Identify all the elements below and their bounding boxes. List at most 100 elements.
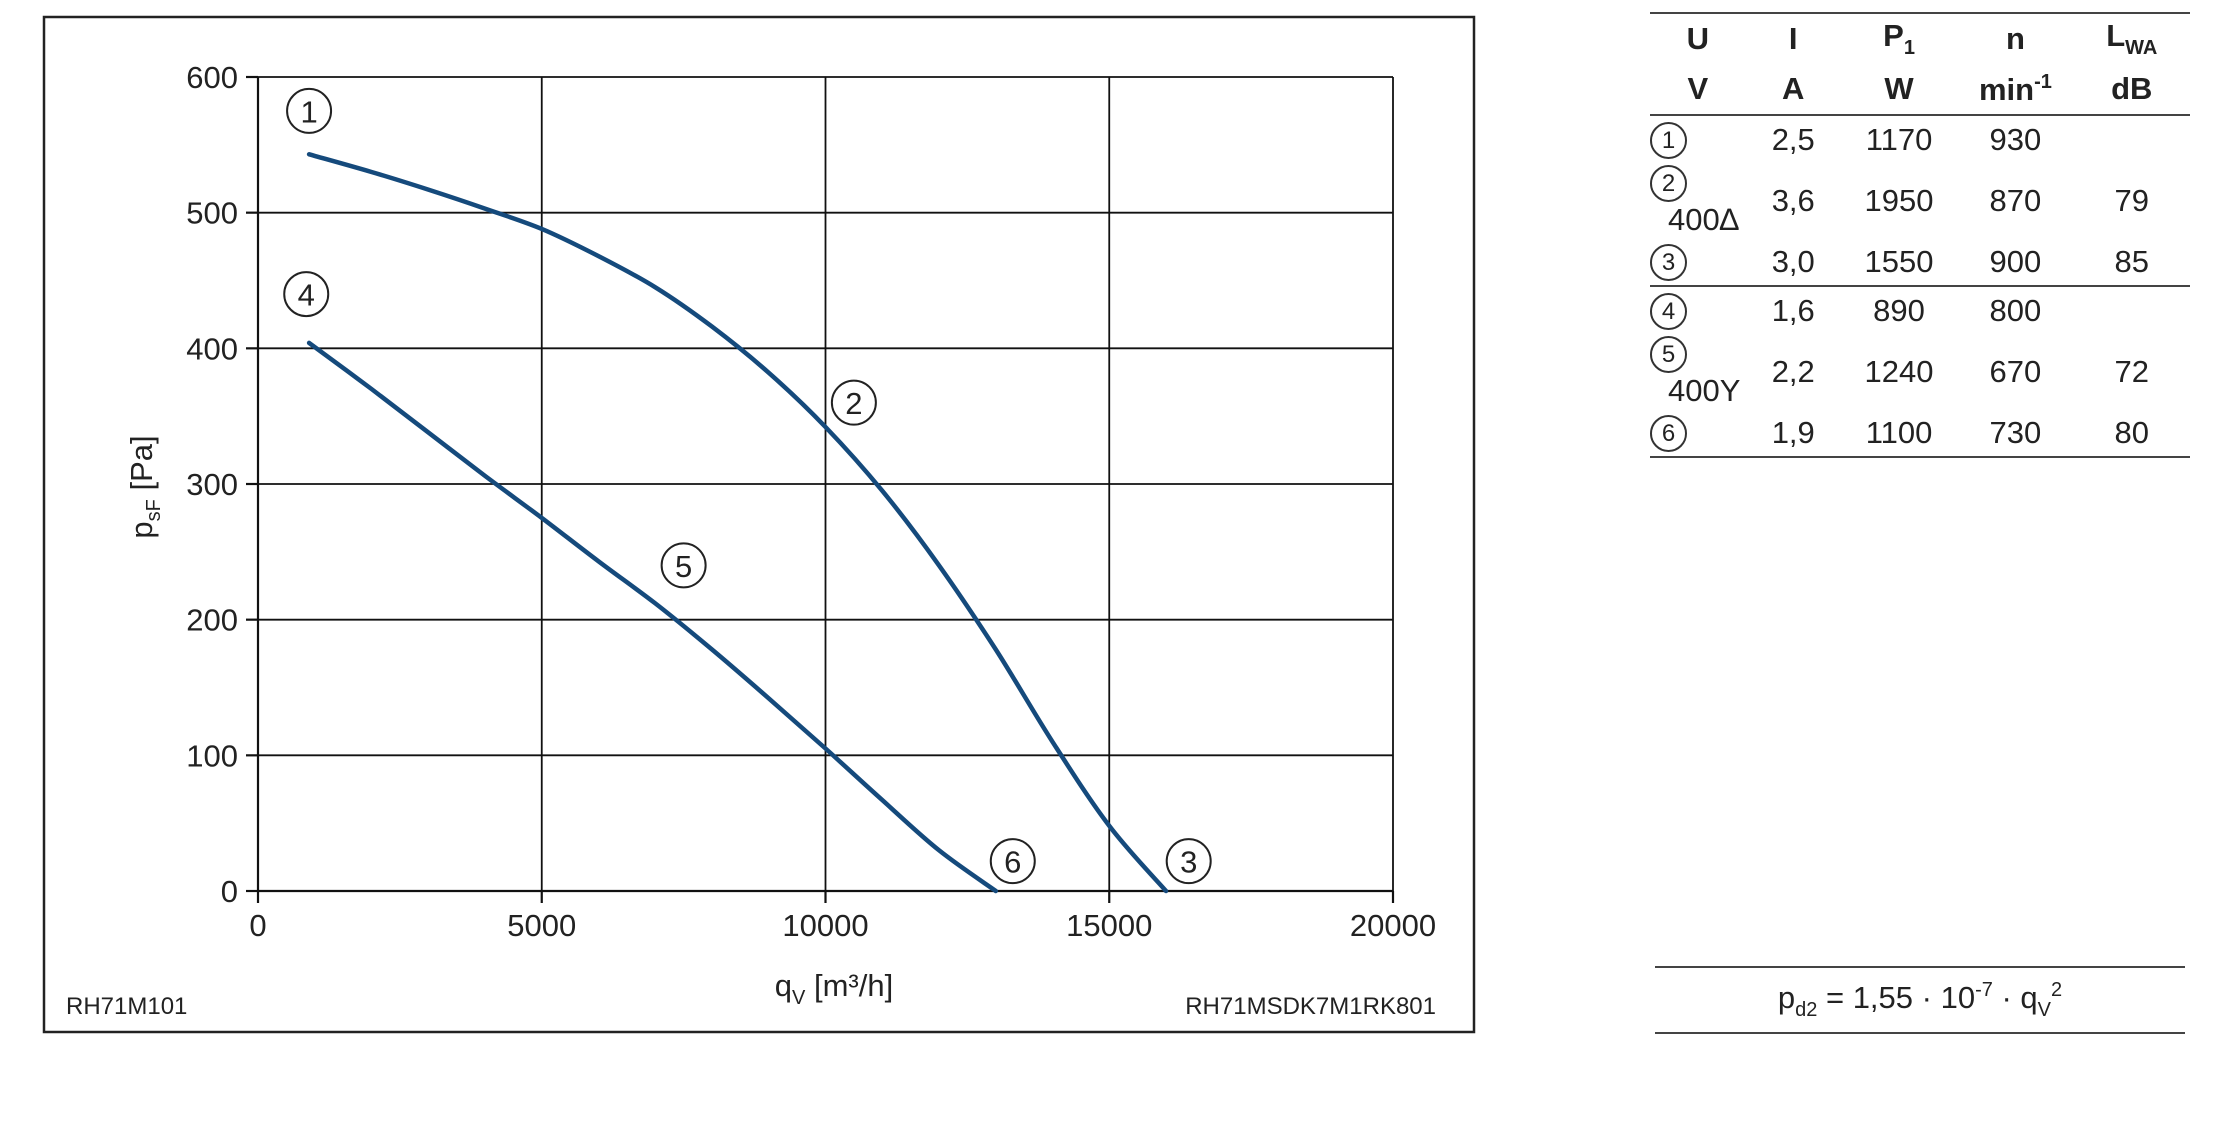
row-marker-icon: 4 — [1650, 293, 1687, 330]
cell-sound — [2074, 115, 2190, 163]
chart-code-right: RH71MSDK7M1RK801 — [1185, 993, 1436, 1020]
marker-label: 5 — [675, 549, 692, 584]
curve-marker: 2 — [830, 379, 877, 426]
x-tick-label: 0 — [249, 908, 266, 943]
header-l: LWA — [2073, 12, 2190, 64]
series-line-2 — [306, 340, 999, 894]
cell-speed: 870 — [1989, 182, 2042, 218]
curve-marker: 6 — [989, 838, 1036, 885]
table-row: 5400Y 2,2 1240 670 72 — [1650, 334, 2190, 409]
cell-voltage: 2400∆ — [1650, 163, 1746, 238]
cell-power: 1100 — [1840, 409, 1958, 458]
curve-marker: 3 — [1165, 838, 1212, 885]
marker-circle-icon — [283, 271, 330, 318]
marker-label: 2 — [845, 386, 862, 421]
row-marker-icon: 3 — [1650, 244, 1687, 281]
cell-sound: 79 — [2114, 182, 2150, 218]
cell-power: 1550 — [1840, 238, 1958, 287]
cell-voltage: 6 — [1650, 409, 1746, 458]
chart-axes: 0 100 200 300 400 500 600 0 5000 10000 15000 20000 — [186, 60, 1436, 943]
marker-circle-icon — [660, 542, 707, 589]
unit-v: V — [1650, 64, 1746, 116]
cell-speed: 800 — [1989, 292, 2042, 328]
cell-speed: 930 — [1989, 121, 2042, 157]
chart-markers: 1 2 3 4 5 6 — [283, 87, 1212, 885]
marker-circle-icon — [830, 379, 877, 426]
y-tick-label: 500 — [186, 196, 238, 231]
cell-power: 890 — [1873, 292, 1925, 328]
header-n: n — [1957, 12, 2074, 64]
x-tick-label: 5000 — [507, 908, 576, 943]
header-i: I — [1745, 12, 1841, 64]
cell-sound: 72 — [2114, 353, 2150, 389]
y-tick-label: 200 — [186, 603, 238, 638]
header-u: U — [1650, 12, 1746, 64]
chart-curves — [306, 152, 1169, 894]
marker-circle-icon — [286, 87, 333, 134]
x-axis-title: qV [m³/h] — [775, 968, 893, 1009]
y-axis-title: psF [Pa] — [124, 435, 165, 538]
table-body: 1 2,5 1170 930 2400∆ 3,6 1950 870 79 3 3,0 1550 900 8… — [1650, 115, 2190, 458]
dynamic-pressure-formula: pd2 = 1,55 · 10-7 · qV2 — [1655, 966, 2185, 1034]
cell-current: 1,6 — [1771, 292, 1815, 328]
marker-label: 1 — [300, 94, 317, 129]
table-row: 3 3,0 1550 900 85 — [1650, 238, 2190, 287]
cell-power: 1240 — [1864, 353, 1934, 389]
marker-circle-icon — [1165, 838, 1212, 885]
voltage-text: 400Y — [1668, 373, 1741, 408]
curve-marker: 1 — [286, 87, 333, 134]
row-marker-icon: 2 — [1650, 165, 1687, 202]
series-line-1 — [306, 152, 1169, 894]
chart-code-left: RH71M101 — [66, 993, 187, 1020]
cell-speed: 900 — [1957, 238, 2074, 287]
cell-current: 1,9 — [1745, 409, 1841, 458]
y-tick-label: 600 — [186, 60, 238, 95]
header-p: P1 — [1840, 12, 1958, 64]
cell-power: 1170 — [1865, 121, 1933, 157]
table-row: 4 1,6 890 800 — [1650, 286, 2190, 334]
cell-voltage: 1 — [1650, 115, 1746, 163]
chart-grid — [258, 76, 1394, 891]
cell-sound: 80 — [2073, 409, 2190, 458]
y-tick-label: 100 — [186, 738, 238, 773]
cell-current: 3,0 — [1745, 238, 1841, 287]
performance-table: U I P1 n LWA V A W min-1 dB 1 2,5 1170 930 2… — [1650, 12, 2190, 458]
marker-label: 3 — [1180, 845, 1197, 880]
cell-voltage: 5400Y — [1650, 334, 1746, 409]
unit-min: min-1 — [1957, 64, 2074, 116]
formula-text: pd2 = 1,55 · 10-7 · qV2 — [1777, 978, 2063, 1021]
curve-marker: 5 — [660, 542, 707, 589]
row-marker-icon: 1 — [1650, 122, 1687, 159]
cell-speed: 730 — [1957, 409, 2074, 458]
cell-sound: 85 — [2073, 238, 2190, 287]
marker-circle-icon — [989, 838, 1036, 885]
x-tick-label: 20000 — [1350, 908, 1436, 943]
unit-db: dB — [2073, 64, 2190, 116]
cell-voltage: 4 — [1650, 286, 1746, 334]
cell-sound — [2074, 286, 2190, 334]
unit-w: W — [1840, 64, 1958, 116]
cell-speed: 670 — [1989, 353, 2042, 389]
chart-frame — [42, 15, 1476, 1034]
table-header-row: U I P1 n LWA — [1650, 12, 2190, 64]
y-tick-label: 400 — [186, 331, 238, 366]
y-tick-label: 300 — [186, 467, 238, 502]
x-tick-label: 15000 — [1066, 908, 1152, 943]
cell-power: 1950 — [1864, 182, 1934, 218]
marker-label: 6 — [1004, 845, 1021, 880]
unit-a: A — [1745, 64, 1841, 116]
curve-marker: 4 — [283, 271, 330, 318]
x-tick-label: 10000 — [782, 908, 868, 943]
voltage-text: 400∆ — [1668, 202, 1739, 237]
table-row: 1 2,5 1170 930 — [1650, 115, 2190, 163]
row-marker-icon: 5 — [1650, 336, 1687, 373]
table-row: 2400∆ 3,6 1950 870 79 — [1650, 163, 2190, 238]
table-unit-row: V A W min-1 dB — [1650, 64, 2190, 116]
cell-current: 3,6 — [1771, 182, 1815, 218]
y-tick-label: 0 — [221, 874, 238, 909]
row-marker-icon: 6 — [1650, 415, 1687, 452]
cell-current: 2,5 — [1771, 121, 1815, 157]
marker-label: 4 — [298, 278, 315, 313]
table-row: 6 1,9 1100 730 80 — [1650, 409, 2190, 458]
cell-voltage: 3 — [1650, 238, 1746, 287]
